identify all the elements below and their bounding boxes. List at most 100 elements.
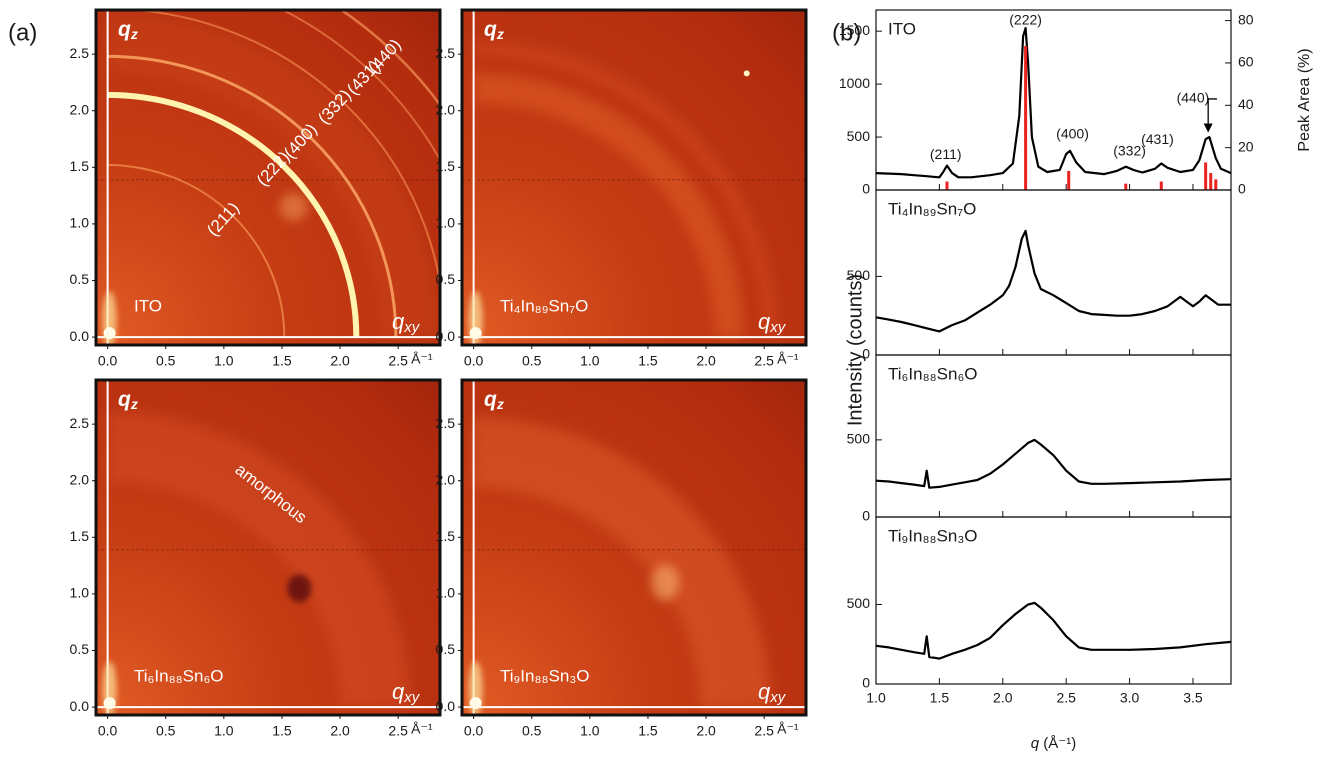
y-tick-label: 0 — [862, 181, 870, 197]
peak-label: (400) — [1056, 126, 1089, 142]
x-tick-label: 1.5 — [930, 690, 950, 706]
x-tick-label: 1.5 — [272, 723, 292, 739]
beam-spot — [104, 697, 116, 709]
y-tick-label: 1.5 — [436, 158, 456, 174]
y-tick-label: 0 — [862, 508, 870, 524]
y-tick-label: 2.5 — [436, 45, 456, 61]
peak-label: (211) — [930, 146, 962, 162]
sample-label: ITO — [888, 19, 916, 38]
x-tick-label: 1.0 — [580, 723, 600, 739]
y-tick-label: 0.5 — [70, 271, 90, 287]
label-main: q — [118, 18, 131, 41]
y-tick-label: 0.0 — [436, 698, 456, 714]
reference-bar — [1214, 179, 1217, 190]
x-tick-label: 1.5 — [272, 353, 292, 369]
sample-label: Ti₄In₈₉Sn₇O — [888, 199, 976, 218]
label-main: q — [118, 388, 131, 411]
x-unit: Å⁻¹ — [777, 721, 799, 737]
sample-label: Ti₆In₈₈Sn₆O — [134, 666, 224, 685]
panel-label: (a) — [8, 19, 37, 46]
x-tick-label: 0.5 — [156, 723, 176, 739]
label-sub: xy — [769, 319, 787, 336]
x-tick-label: 0.5 — [522, 353, 542, 369]
y-tick-label: 2.0 — [70, 471, 90, 487]
data-line — [876, 440, 1231, 488]
label-sub: xy — [769, 689, 787, 706]
reference-bar — [1204, 162, 1207, 190]
y-tick-label: 0.5 — [436, 271, 456, 287]
beam-spot — [470, 327, 482, 339]
reference-bar — [1160, 182, 1163, 190]
y2-tick-label: 40 — [1238, 96, 1254, 112]
x-tick-label: 1.0 — [214, 723, 234, 739]
x-tick-label: 2.5 — [754, 723, 774, 739]
y-tick-label: 500 — [847, 431, 871, 447]
label-main: q — [484, 18, 497, 41]
y-tick-label: 0.5 — [436, 641, 456, 657]
label-main: q — [392, 679, 405, 704]
y-tick-label: 2.0 — [70, 101, 90, 117]
sample-label: Ti₆In₈₈Sn₆O — [888, 364, 978, 383]
y-tick-label: 500 — [847, 595, 871, 611]
reference-bar — [1067, 171, 1070, 190]
x-tick-label: 1.5 — [638, 723, 658, 739]
x-tick-label: 2.5 — [388, 353, 408, 369]
x-tick-label: 1.5 — [638, 353, 658, 369]
arrow — [1208, 99, 1217, 131]
label-sub: z — [496, 396, 504, 412]
label-main: q — [758, 679, 771, 704]
hot-spot — [744, 70, 750, 76]
reference-bar — [946, 182, 949, 190]
x-tick-label: 3.5 — [1183, 690, 1203, 706]
y-tick-label: 0.5 — [70, 641, 90, 657]
x-tick-label: 0.0 — [464, 353, 484, 369]
x-tick-label: 2.0 — [330, 723, 350, 739]
y-tick-label: 2.0 — [436, 471, 456, 487]
label-sub: xy — [403, 319, 421, 336]
x-tick-label: 0.0 — [464, 723, 484, 739]
y-tick-label: 1500 — [839, 22, 870, 38]
y-tick-label: 1.5 — [436, 528, 456, 544]
x-tick-label: 1.0 — [866, 690, 886, 706]
label-main: q — [758, 309, 771, 334]
peak-label: (440) — [1177, 90, 1210, 106]
label-rest: (Å⁻¹) — [1039, 735, 1076, 752]
y2-tick-label: 20 — [1238, 138, 1254, 154]
beam-spot — [104, 327, 116, 339]
y-tick-label: 2.0 — [436, 101, 456, 117]
x-unit: Å⁻¹ — [411, 721, 433, 737]
x-tick-label: 1.0 — [580, 353, 600, 369]
y-tick-label: 1.0 — [436, 585, 456, 601]
label-main: q — [484, 388, 497, 411]
y-tick-label: 2.5 — [70, 415, 90, 431]
y-tick-label: 1.5 — [70, 158, 90, 174]
hot-spot — [651, 565, 679, 601]
y-tick-label: 1.5 — [70, 528, 90, 544]
label-sub: z — [130, 396, 138, 412]
y-tick-label: 0.0 — [70, 328, 90, 344]
data-line — [876, 603, 1231, 659]
sample-label: Ti₉In₈₈Sn₃O — [888, 526, 977, 545]
x-tick-label: 2.5 — [754, 353, 774, 369]
y-tick-label: 1.0 — [436, 215, 456, 231]
y-tick-label: 2.5 — [70, 45, 90, 61]
y-tick-label: 1.0 — [70, 585, 90, 601]
x-tick-label: 0.5 — [522, 723, 542, 739]
dark-spot — [287, 574, 311, 602]
image-background — [462, 10, 806, 345]
y-tick-label: 0 — [862, 675, 870, 691]
sample-label: Ti₄In₈₉Sn₇O — [500, 296, 588, 315]
y-tick-label: 500 — [847, 128, 871, 144]
sample-label: ITO — [134, 296, 162, 315]
y-tick-label: 1.0 — [70, 215, 90, 231]
label-sub: z — [496, 26, 504, 42]
reference-bar — [1024, 46, 1027, 190]
y2-axis-label: Peak Area (%) — [1296, 48, 1313, 151]
label-main: q — [392, 309, 405, 334]
sample-label: Ti₉In₈₈Sn₃O — [500, 666, 589, 685]
y2-tick-label: 60 — [1238, 54, 1254, 70]
y2-tick-label: 0 — [1238, 181, 1246, 197]
y-tick-label: 2.5 — [436, 415, 456, 431]
hot-spot — [280, 193, 308, 221]
beam-spot — [470, 697, 482, 709]
